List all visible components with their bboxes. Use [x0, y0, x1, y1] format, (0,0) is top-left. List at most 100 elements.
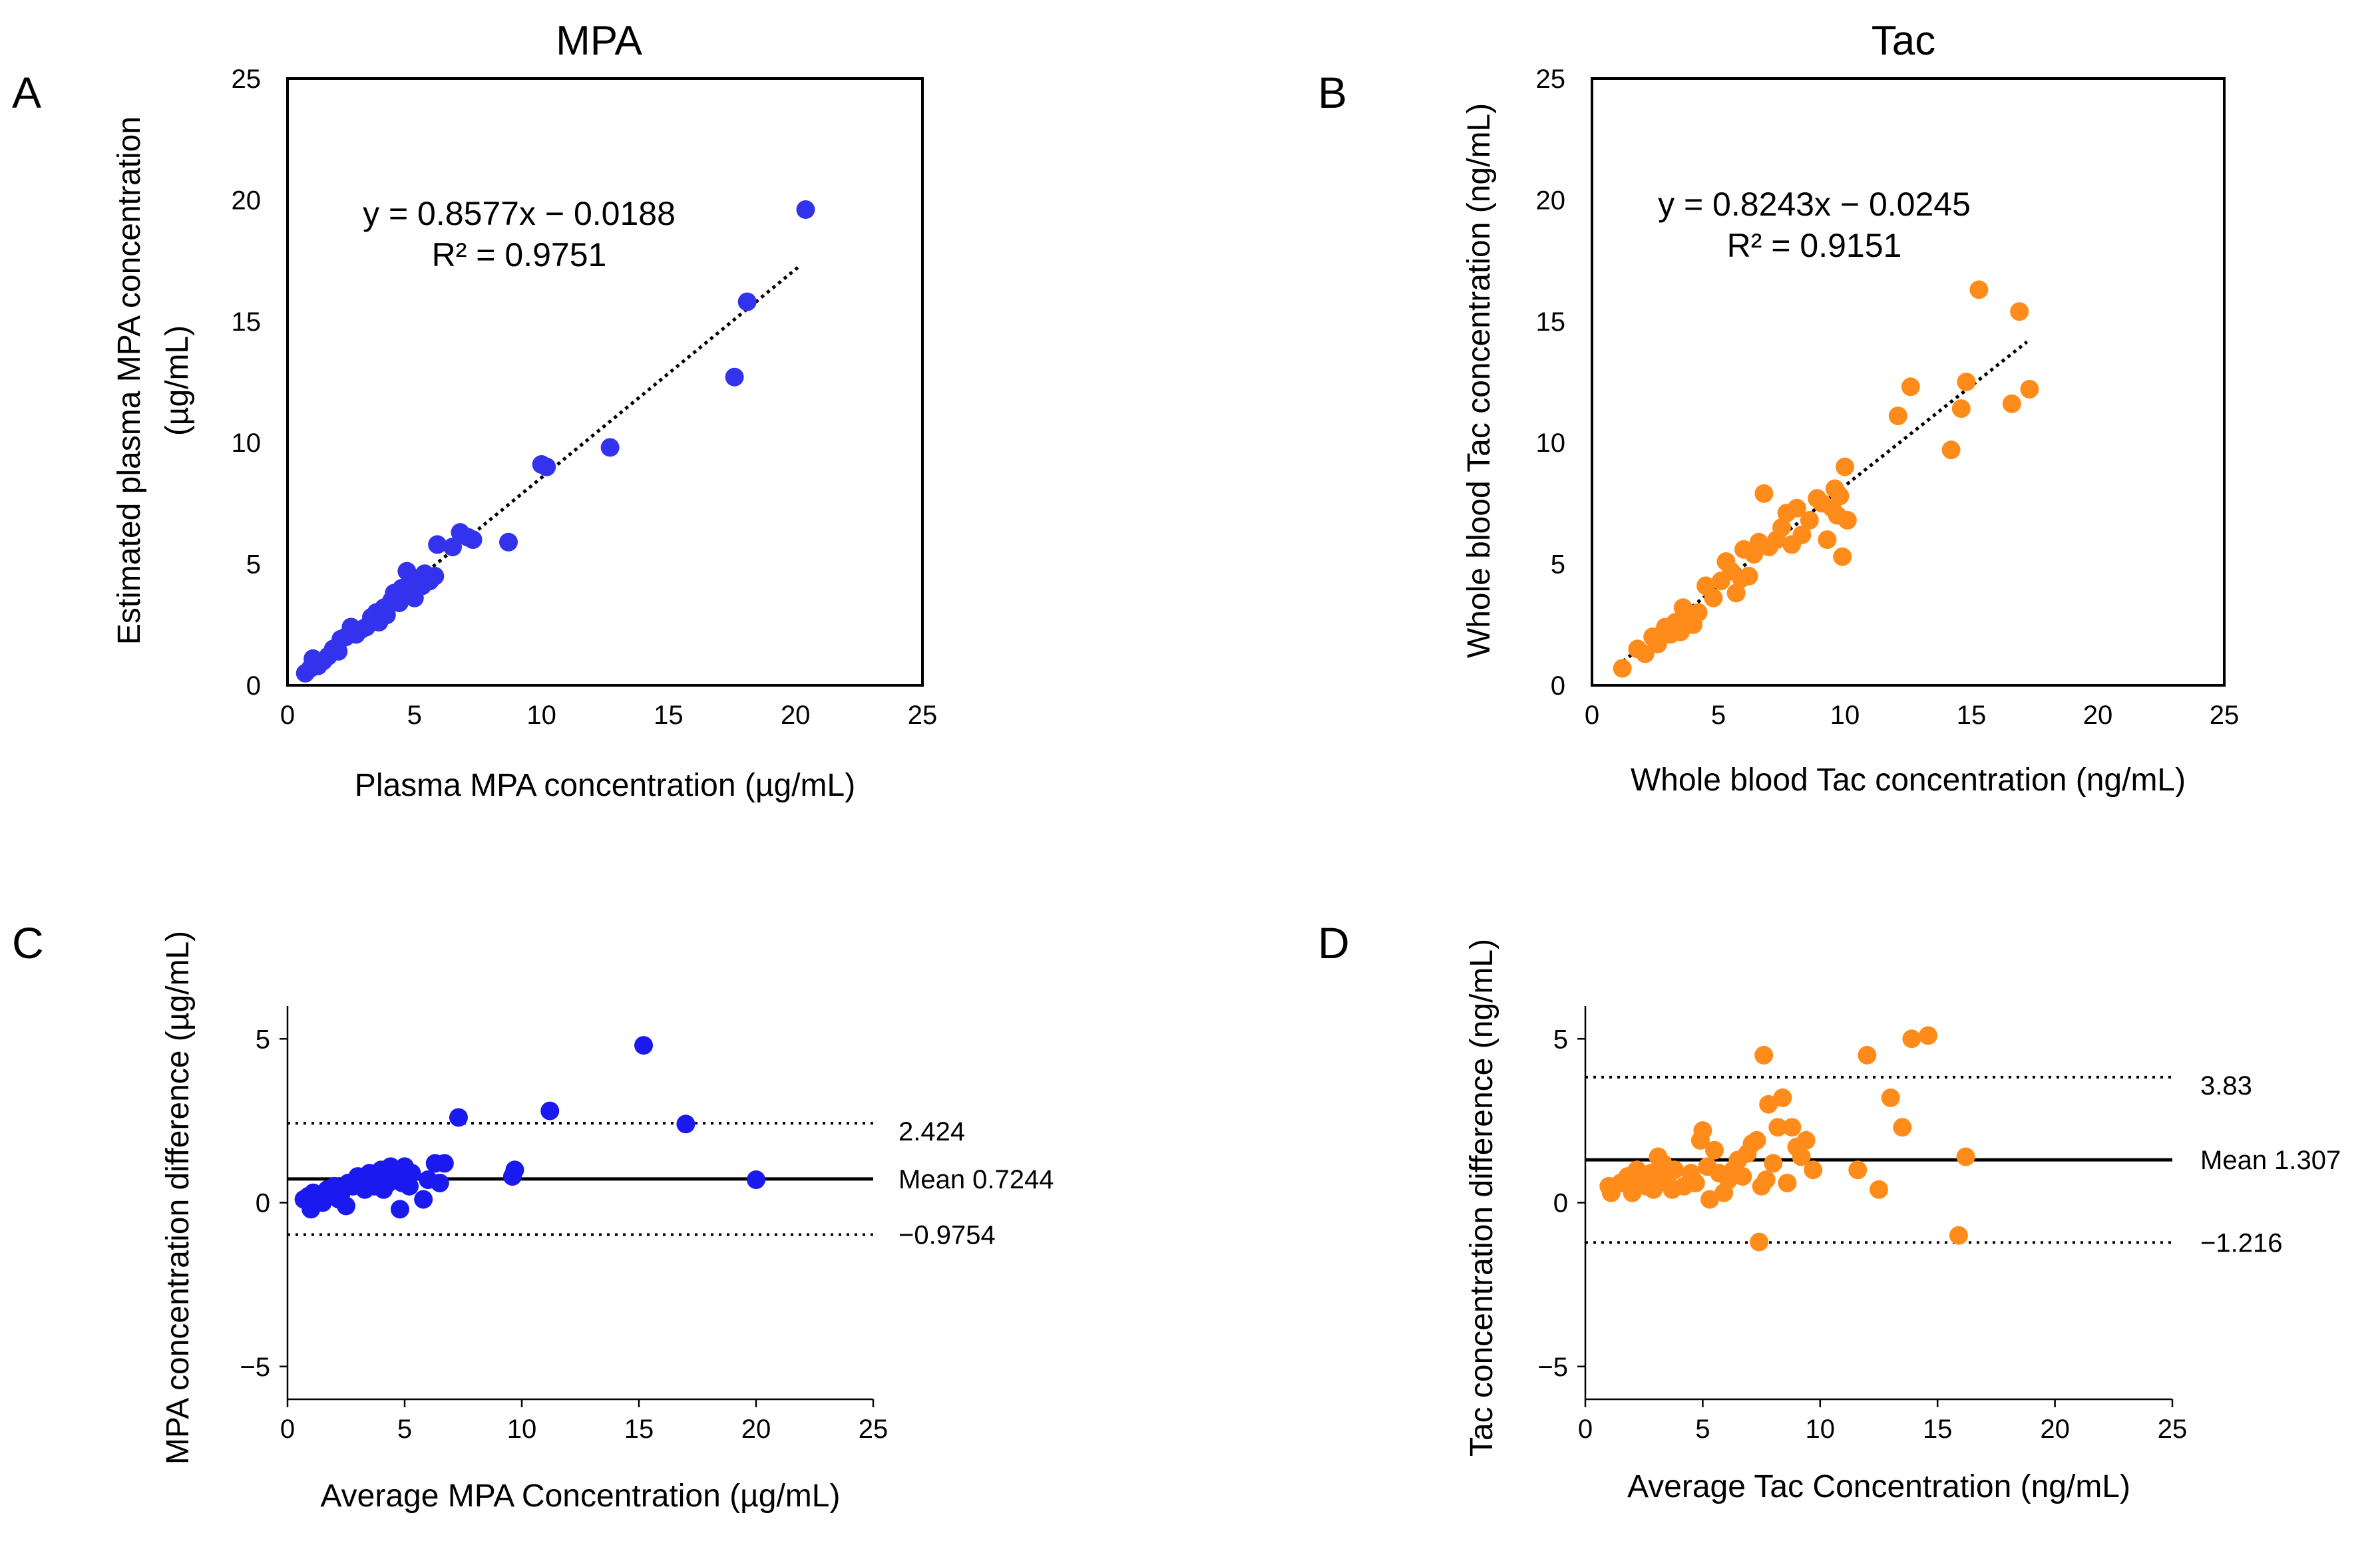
data-point — [1688, 603, 1708, 622]
regression-equation: y = 0.8243x − 0.0245 — [1658, 186, 1971, 223]
data-point — [1686, 1173, 1705, 1192]
x-tick-label: 10 — [507, 1415, 537, 1444]
mean-label: Mean 0.7244 — [898, 1165, 1054, 1194]
y-tick-label: 5 — [1551, 550, 1565, 580]
data-point — [1773, 1088, 1792, 1107]
data-point — [1733, 1167, 1752, 1186]
x-tick-label: 15 — [654, 701, 684, 730]
data-point — [2010, 302, 2029, 321]
data-point — [1756, 1170, 1776, 1190]
y-axis-label: MPA concentration difference (µg/mL) — [160, 931, 196, 1464]
data-point — [1888, 407, 1907, 426]
data-point — [1613, 659, 1632, 678]
data-point — [1957, 373, 1976, 391]
x-tick-label: 10 — [1806, 1415, 1836, 1444]
data-point — [1848, 1160, 1868, 1180]
data-point — [449, 1108, 468, 1127]
y-tick-label: 20 — [1536, 186, 1566, 215]
data-point — [1754, 1045, 1774, 1065]
x-tick-label: 25 — [859, 1415, 889, 1444]
x-tick-label: 5 — [407, 701, 422, 730]
x-tick-label: 0 — [280, 701, 295, 730]
data-point — [2020, 379, 2039, 399]
y-tick-label: 10 — [1536, 429, 1566, 458]
data-point — [390, 1200, 409, 1219]
data-point — [1759, 1095, 1778, 1114]
data-point — [1704, 588, 1723, 607]
data-point — [1792, 525, 1812, 544]
data-point — [1833, 547, 1852, 566]
y-tick-label: 15 — [232, 307, 262, 337]
data-point — [1754, 484, 1774, 503]
data-point — [1787, 498, 1806, 518]
x-tick-label: 25 — [2210, 701, 2240, 730]
x-axis-label: Average MPA Concentration (µg/mL) — [321, 1478, 841, 1514]
x-tick-label: 0 — [1578, 1415, 1593, 1444]
chart-title-tac: Tac — [1872, 18, 1935, 64]
data-point — [1782, 1118, 1802, 1137]
data-point — [537, 457, 556, 476]
data-point — [1800, 510, 1819, 530]
data-point — [1919, 1026, 1938, 1045]
upper-loa-label: 3.83 — [2200, 1071, 2252, 1101]
data-point — [1623, 1183, 1642, 1202]
x-axis-label: Plasma MPA concentration (µg/mL) — [355, 768, 855, 803]
y-tick-label: 0 — [1553, 1189, 1568, 1218]
data-point — [377, 605, 396, 625]
panel-d: D 0 5 10 15 20 25 −5 0 5 Average Tac Concentratio… — [1318, 918, 2341, 1504]
data-point — [428, 535, 447, 554]
x-axis-label: Average Tac Concentration (ng/mL) — [1627, 1469, 2130, 1504]
data-point — [1772, 518, 1791, 537]
y-tick-label: 25 — [232, 65, 262, 94]
y-tick-label: 0 — [256, 1189, 270, 1218]
data-point — [737, 292, 757, 311]
y-axis-label: Tac concentration difference (ng/mL) — [1464, 939, 1499, 1457]
data-point — [1768, 1118, 1788, 1137]
x-tick-label: 25 — [908, 701, 938, 730]
data-point — [1893, 1118, 1912, 1137]
y-axis-label: Whole blood Tac concentration (ng/mL) — [1462, 103, 1497, 658]
x-tick-label: 0 — [1585, 701, 1599, 730]
data-point — [600, 438, 620, 457]
y-tick-label: 5 — [1553, 1025, 1568, 1054]
data-point — [1693, 1121, 1712, 1140]
panel-a: A MPA 0 5 10 15 20 25 0 5 10 15 20 25 Plasma MPA con… — [12, 18, 937, 803]
x-tick-label: 10 — [1830, 701, 1860, 730]
panel-c: C 0 5 10 15 20 25 −5 0 5 Average MPA Concentratio… — [12, 918, 1054, 1514]
x-tick-label: 15 — [1957, 701, 1987, 730]
data-point — [498, 532, 518, 552]
data-point — [1747, 1130, 1766, 1150]
data-point — [1796, 1130, 1816, 1150]
data-point — [540, 1101, 560, 1120]
upper-loa-label: 2.424 — [898, 1117, 965, 1146]
data-point — [1739, 566, 1758, 586]
x-tick-label: 15 — [1923, 1415, 1953, 1444]
data-point — [634, 1036, 654, 1055]
data-point — [1750, 1232, 1769, 1252]
data-point — [747, 1170, 765, 1190]
data-point — [414, 1190, 433, 1209]
panel-letter-d: D — [1318, 918, 1350, 967]
x-tick-label: 5 — [1711, 701, 1726, 730]
data-point — [1902, 1029, 1921, 1049]
data-point — [1838, 510, 1857, 530]
y-tick-label: 10 — [232, 429, 262, 458]
data-point — [1836, 457, 1854, 476]
data-point — [425, 566, 445, 586]
data-point — [1951, 399, 1971, 419]
y-tick-label: −5 — [1537, 1353, 1568, 1382]
plot-frame-b — [1591, 77, 2226, 687]
y-tick-label: −5 — [240, 1353, 270, 1382]
y-tick-label: 20 — [232, 186, 262, 215]
data-point — [435, 1154, 454, 1173]
mean-label: Mean 1.307 — [2200, 1146, 2341, 1175]
data-point — [676, 1114, 695, 1134]
y-tick-label: 25 — [1536, 65, 1566, 94]
data-point — [1870, 1180, 1888, 1199]
data-point — [1941, 440, 1961, 460]
data-point — [1818, 530, 1837, 550]
data-point — [1969, 280, 1989, 299]
data-point — [505, 1160, 524, 1180]
chart-title-mpa: MPA — [556, 18, 642, 64]
trendline — [301, 263, 802, 675]
